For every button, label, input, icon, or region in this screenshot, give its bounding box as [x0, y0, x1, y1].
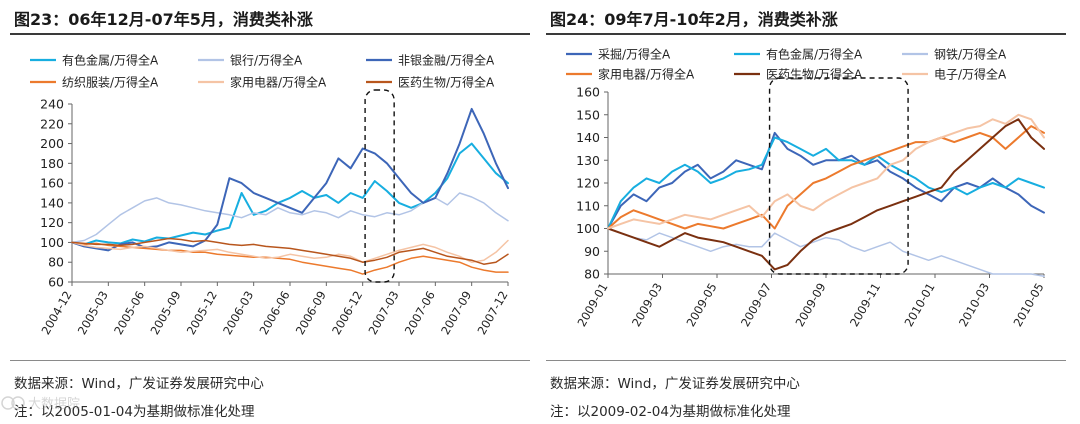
series-line — [71, 192, 509, 244]
x-tick-label: 2005-12 — [184, 289, 220, 338]
y-tick-label: 110 — [576, 198, 600, 213]
x-tick-label: 2005-06 — [111, 289, 147, 338]
y-tick-label: 240 — [40, 97, 64, 112]
title-divider — [546, 33, 1066, 35]
legend-label: 银行/万得全A — [230, 53, 303, 68]
title-divider — [10, 33, 530, 35]
series-line — [607, 136, 1045, 230]
y-tick-label: 140 — [576, 130, 600, 145]
watermark-circle-icon — [1, 396, 15, 410]
x-tick-label: 2009-09 — [792, 281, 828, 330]
source-note: 数据来源：Wind，广发证券发展研究中心 — [14, 376, 264, 392]
y-tick-label: 150 — [576, 107, 600, 122]
watermark-text: 大数据院 — [28, 397, 80, 412]
chart-panel-right: 图24：09年7月-10年2月，消费类补涨 采掘/万得全A 有色金属/万得全A 钢铁… — [546, 0, 1072, 424]
base-note: 注：以2009-02-04为基期做标准化处理 — [550, 404, 791, 420]
x-tick-label: 2010-01 — [901, 281, 937, 330]
x-tick-label: 2009-01 — [574, 281, 610, 330]
legend-label: 电子/万得全A — [934, 67, 1007, 82]
x-tick-label: 2009-03 — [629, 281, 665, 330]
legend-label: 钢铁/万得全A — [934, 47, 1007, 62]
y-tick-label: 200 — [40, 136, 64, 151]
y-tick-label: 140 — [40, 195, 64, 210]
y-tick-label: 180 — [40, 156, 64, 171]
x-tick-label: 2009-07 — [738, 281, 774, 330]
x-tick-label: 2009-05 — [683, 281, 719, 330]
legend-label: 采掘/万得全A — [598, 47, 671, 62]
chart-title: 图23：06年12月-07年5月，消费类补涨 — [14, 10, 313, 29]
line-chart-right: 采掘/万得全A 有色金属/万得全A 钢铁/万得全A 家用电器/万得全A 医药生物/万得全… — [566, 47, 1047, 330]
series-line — [607, 118, 1045, 271]
legend-label: 非银金融/万得全A — [398, 53, 495, 68]
y-tick-label: 90 — [584, 244, 600, 259]
x-tick-label: 2007-06 — [402, 289, 438, 338]
x-tick-label: 2005-09 — [147, 289, 183, 338]
series-line — [71, 237, 509, 265]
y-tick-label: 160 — [576, 85, 600, 100]
legend-label: 有色金属/万得全A — [766, 47, 863, 62]
series-line — [71, 142, 509, 246]
y-tick-label: 120 — [576, 176, 600, 191]
footer-divider — [10, 360, 530, 361]
x-tick-label: 2009-11 — [847, 281, 883, 330]
series-line — [607, 131, 1045, 230]
series-line — [607, 125, 1045, 230]
series-line — [607, 227, 1045, 278]
x-tick-label: 2007-09 — [438, 289, 474, 338]
legend-label: 医药生物/万得全A — [398, 75, 495, 90]
series-line — [71, 241, 509, 275]
y-tick-label: 100 — [576, 221, 600, 236]
y-tick-label: 160 — [40, 176, 64, 191]
y-tick-label: 80 — [48, 255, 64, 270]
highlight-box — [364, 89, 395, 283]
y-tick-label: 130 — [576, 153, 600, 168]
legend-label: 家用电器/万得全A — [230, 75, 327, 90]
series-line — [607, 113, 1045, 230]
footer-divider — [546, 360, 1066, 361]
x-tick-label: 2010-03 — [956, 281, 992, 330]
y-tick-label: 220 — [40, 116, 64, 131]
chart-title: 图24：09年7月-10年2月，消费类补涨 — [550, 10, 838, 29]
chart-panel-left: 图23：06年12月-07年5月，消费类补涨 有色金属/万得全A 银行/万得全A 非… — [10, 0, 536, 424]
series-line — [71, 239, 509, 263]
legend-label: 家用电器/万得全A — [598, 67, 695, 82]
line-chart-left: 有色金属/万得全A 银行/万得全A 非银金融/万得全A 纺织服装/万得全A 家用电器/万… — [30, 53, 511, 338]
watermark-circle-icon — [11, 396, 25, 410]
x-tick-label: 2007-12 — [474, 289, 510, 338]
x-tick-label: 2007-03 — [365, 289, 401, 338]
x-tick-label: 2006-09 — [293, 289, 329, 338]
legend-label: 纺织服装/万得全A — [62, 75, 159, 90]
base-note: 注：以2005-01-04为基期做标准化处理 — [14, 404, 255, 420]
source-note: 数据来源：Wind，广发证券发展研究中心 — [550, 376, 800, 392]
x-tick-label: 2006-06 — [256, 289, 292, 338]
series-line — [71, 107, 509, 252]
y-tick-label: 80 — [584, 267, 600, 282]
x-tick-label: 2006-12 — [329, 289, 365, 338]
x-tick-label: 2010-05 — [1010, 281, 1046, 330]
y-tick-label: 100 — [40, 235, 64, 250]
x-tick-label: 2004-12 — [38, 289, 74, 338]
x-tick-label: 2006-03 — [220, 289, 256, 338]
y-tick-label: 120 — [40, 215, 64, 230]
x-tick-label: 2005-03 — [75, 289, 111, 338]
watermark-logo: 大数据院 — [1, 396, 80, 412]
highlight-box — [768, 77, 909, 275]
legend-label: 有色金属/万得全A — [62, 53, 159, 68]
legend-label: 医药生物/万得全A — [766, 67, 863, 82]
y-tick-label: 60 — [48, 275, 64, 290]
